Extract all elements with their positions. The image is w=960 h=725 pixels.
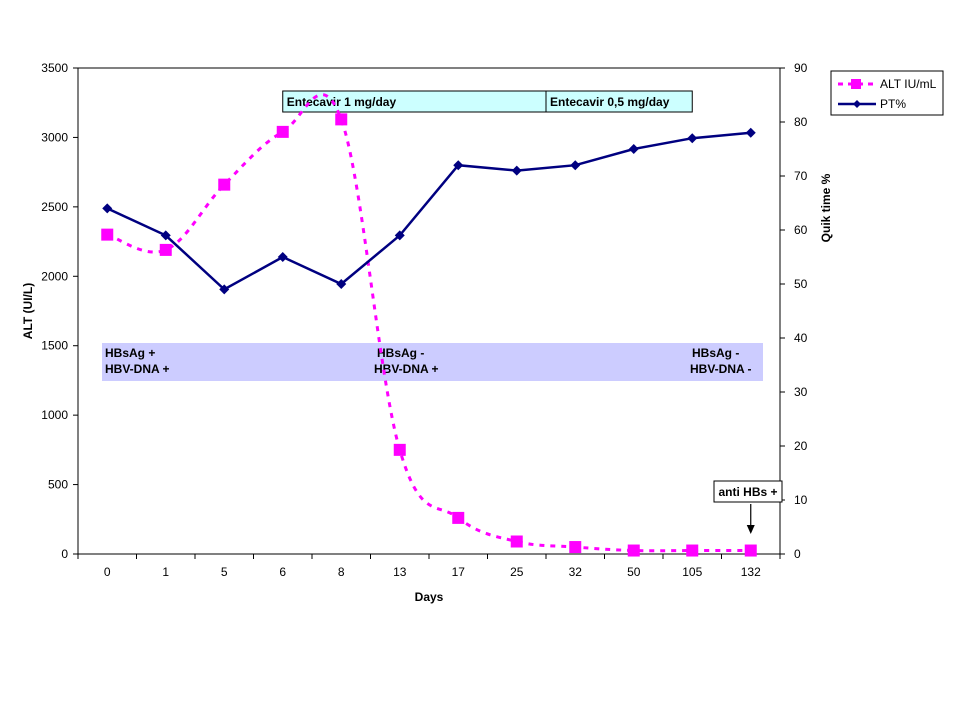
data-point-pt <box>394 230 405 241</box>
annotation-text: anti HBs + <box>718 485 777 499</box>
x-tick-label: 32 <box>569 565 583 579</box>
right-y-tick-label: 10 <box>794 493 808 507</box>
right-y-tick-label: 20 <box>794 439 808 453</box>
treatment-bar <box>545 90 693 113</box>
data-point-pt <box>628 144 639 154</box>
right-y-tick-label: 30 <box>794 385 808 399</box>
data-point-pt <box>453 160 464 171</box>
data-point-alt <box>627 544 640 557</box>
left-y-tick-label: 1500 <box>41 339 68 353</box>
right-y-tick-label: 40 <box>794 331 808 345</box>
treatment-label: Entecavir 0,5 mg/day <box>550 95 670 109</box>
plot-frame <box>77 67 781 555</box>
x-tick-label: 5 <box>221 565 228 579</box>
left-y-tick-label: 2000 <box>41 269 68 283</box>
x-axis-title: Days <box>415 590 444 604</box>
x-tick-label: 0 <box>104 565 111 579</box>
x-tick-label: 6 <box>279 565 286 579</box>
status-label-line1: HBsAg - <box>692 346 739 360</box>
legend-label-alt: ALT IU/mL <box>880 77 937 91</box>
legend-swatch-marker-alt <box>851 79 861 89</box>
data-point-alt <box>744 544 757 557</box>
axes: 0500100015002000250030003500010203040506… <box>41 61 807 579</box>
annotation-bands: HBsAg + HBV-DNA + HBsAg - HBV-DNA + HBsAg - H… <box>102 90 763 381</box>
series-line-pt <box>106 131 751 291</box>
data-point-alt <box>335 113 348 126</box>
status-label-line2: HBV-DNA - <box>690 362 752 376</box>
x-tick-label: 8 <box>338 565 345 579</box>
legend: ALT IU/mL PT% <box>830 70 944 116</box>
data-point-alt <box>569 541 582 554</box>
right-y-tick-label: 50 <box>794 277 808 291</box>
status-label-line2: HBV-DNA + <box>374 362 439 376</box>
right-y-tick-label: 0 <box>794 547 801 561</box>
annotation-box <box>713 480 783 503</box>
annotation-arrow-head <box>746 525 755 534</box>
left-y-tick-label: 1000 <box>41 408 68 422</box>
data-point-pt <box>219 284 230 295</box>
left-y-tick-label: 2500 <box>41 200 68 214</box>
left-y-tick-label: 3000 <box>41 130 68 144</box>
right-y-tick-label: 70 <box>794 169 808 183</box>
data-point-pt <box>745 127 756 138</box>
axis-titles: Days ALT (UI/L) Quik time % <box>21 173 833 604</box>
data-point-alt <box>276 125 289 138</box>
data-point-alt <box>510 535 523 548</box>
data-point-alt <box>159 243 172 256</box>
x-tick-label: 25 <box>510 565 524 579</box>
left-y-tick-label: 500 <box>48 478 68 492</box>
x-tick-label: 50 <box>627 565 641 579</box>
data-point-pt <box>160 230 171 241</box>
data-point-pt <box>511 165 522 176</box>
legend-swatch-marker-pt <box>853 100 861 108</box>
status-label-line2: HBV-DNA + <box>105 362 170 376</box>
status-label-line1: HBsAg + <box>105 346 155 360</box>
series-layer <box>101 93 757 557</box>
right-y-axis-title: Quik time % <box>819 173 833 242</box>
right-y-tick-label: 80 <box>794 115 808 129</box>
x-tick-label: 132 <box>741 565 761 579</box>
x-tick-label: 1 <box>162 565 169 579</box>
x-tick-label: 105 <box>682 565 702 579</box>
data-point-pt <box>102 203 113 214</box>
data-point-pt <box>687 133 698 144</box>
data-point-pt <box>277 252 288 262</box>
left-y-tick-label: 3500 <box>41 61 68 75</box>
data-point-pt <box>336 279 347 289</box>
right-y-tick-label: 60 <box>794 223 808 237</box>
annotation-layer: anti HBs + <box>713 480 783 534</box>
legend-box <box>830 70 944 116</box>
data-point-pt <box>570 160 581 171</box>
left-y-tick-label: 0 <box>61 547 68 561</box>
x-tick-label: 17 <box>452 565 466 579</box>
data-point-alt <box>452 511 465 524</box>
data-point-alt <box>686 544 699 557</box>
right-y-tick-label: 90 <box>794 61 808 75</box>
treatment-label: Entecavir 1 mg/day <box>287 95 397 109</box>
x-tick-label: 13 <box>393 565 407 579</box>
status-band <box>102 343 763 381</box>
data-point-alt <box>101 228 114 241</box>
data-point-alt <box>218 178 231 191</box>
legend-label-pt: PT% <box>880 97 906 111</box>
data-point-alt <box>393 443 406 456</box>
left-y-axis-title: ALT (UI/L) <box>21 283 35 339</box>
status-label-line1: HBsAg - <box>377 346 424 360</box>
plot-area <box>77 67 781 555</box>
